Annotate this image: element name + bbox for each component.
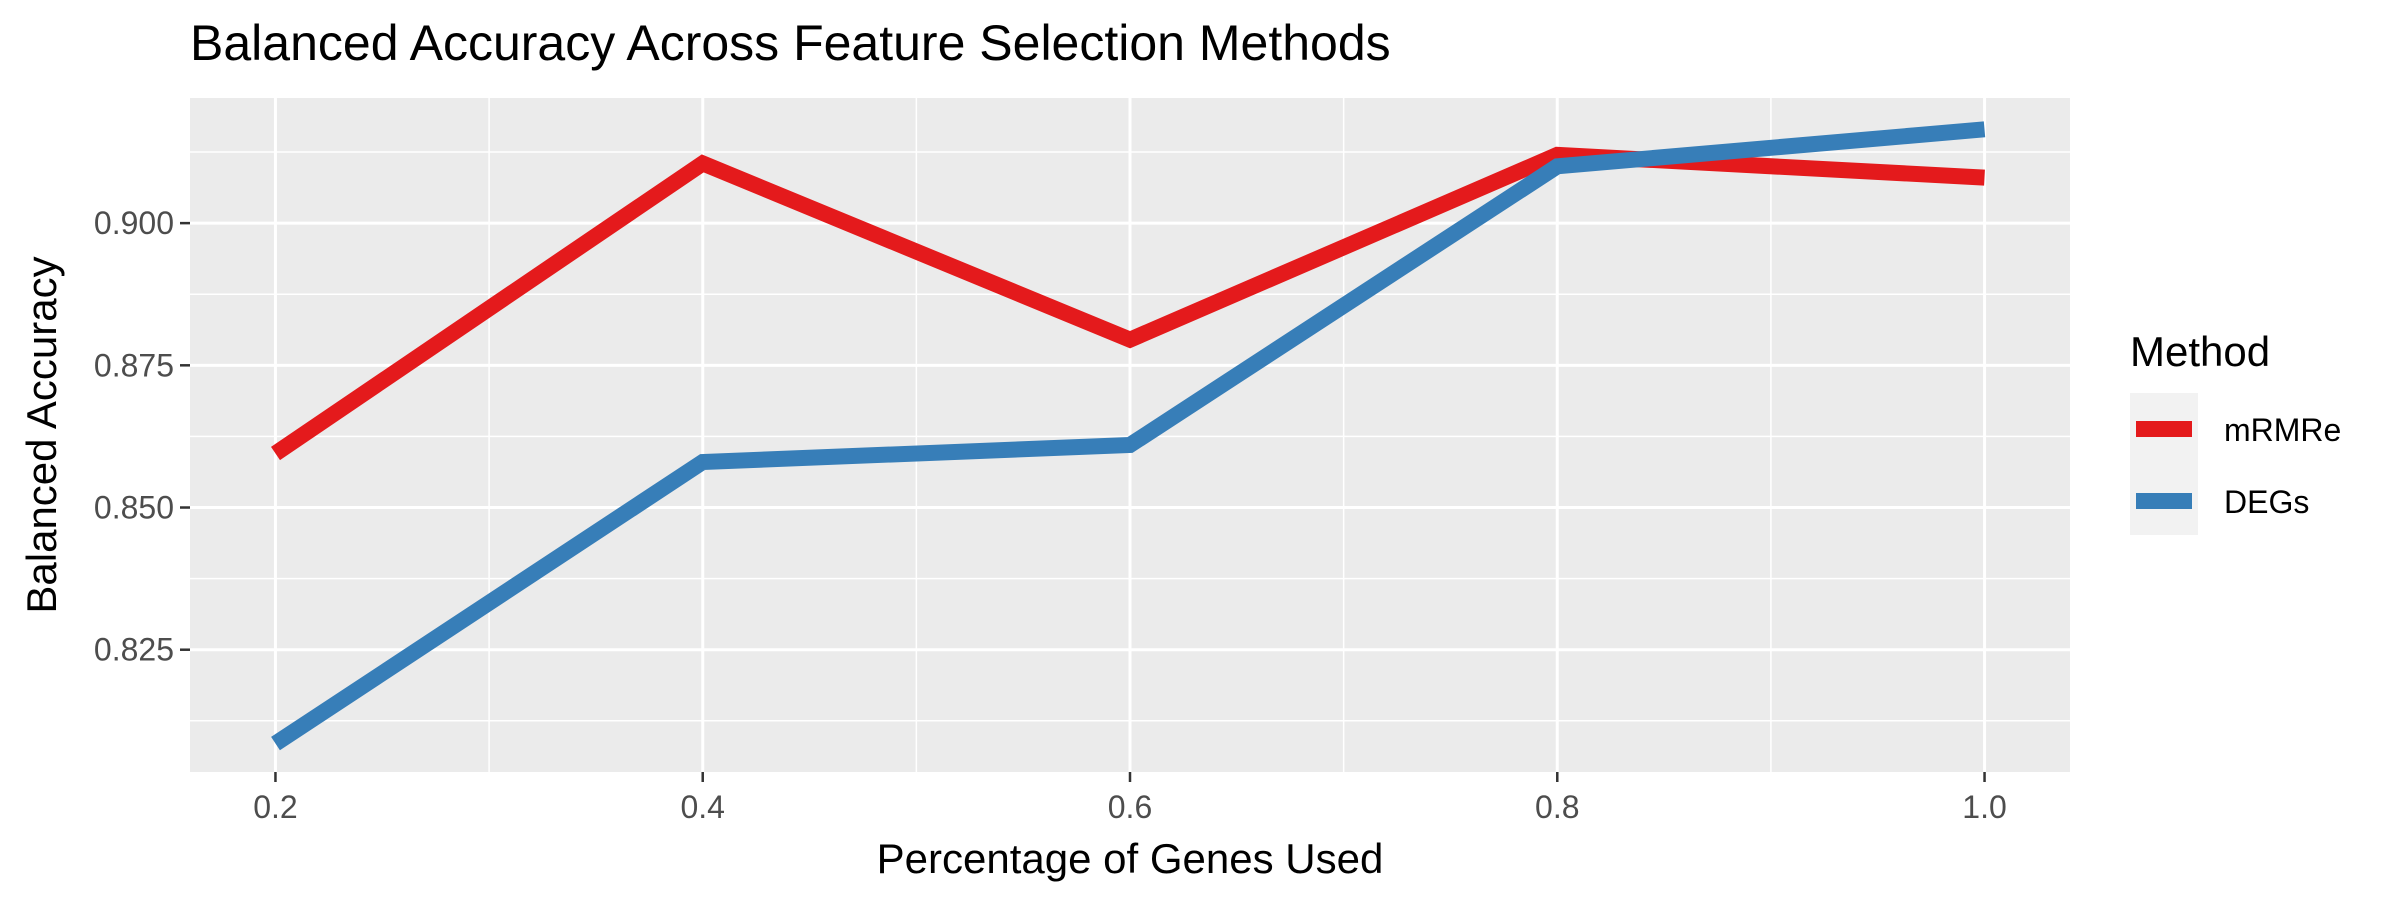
chart-title: Balanced Accuracy Across Feature Selecti… [190,15,1391,71]
legend-label-mrmre: mRMRe [2224,412,2341,448]
series-lines [271,121,1986,751]
major-gridlines [190,98,2070,772]
x-axis-title: Percentage of Genes Used [877,835,1384,882]
legend-label-degs: DEGs [2224,484,2309,520]
y-tick-label: 0.850 [94,490,174,526]
y-tick-label: 0.875 [94,347,174,383]
legend-title: Method [2130,328,2270,375]
series-line-degs [271,121,1986,751]
x-tick-label: 0.8 [1535,789,1579,825]
series-line-mrmre [271,146,1985,461]
legend-key-background [2130,393,2198,535]
x-tick-label: 1.0 [1962,789,2006,825]
x-tick-label: 0.4 [680,789,724,825]
legend: Method mRMRe DEGs [2130,328,2341,535]
y-tick-label: 0.825 [94,632,174,668]
legend-items: mRMRe DEGs [2136,412,2341,520]
x-tick-label: 0.6 [1108,789,1152,825]
y-axis: 0.825 0.850 0.875 0.900 [94,205,190,668]
y-axis-title: Balanced Accuracy [18,256,65,613]
x-axis: 0.2 0.4 0.6 0.8 1.0 [253,772,2007,825]
x-tick-label: 0.2 [253,789,297,825]
y-tick-label: 0.900 [94,205,174,241]
